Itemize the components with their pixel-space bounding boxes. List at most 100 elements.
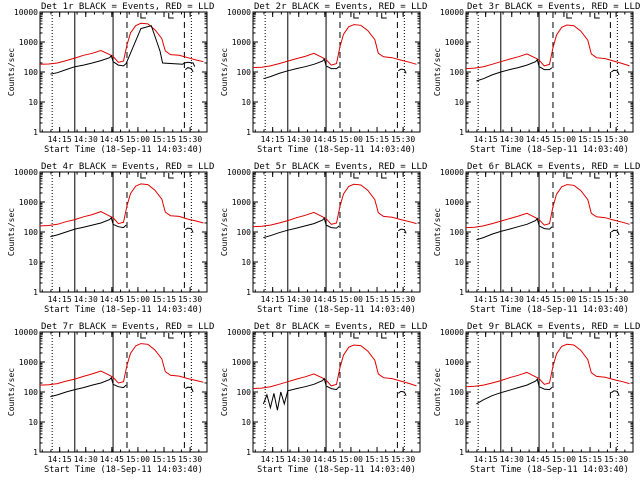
- x-tick-label: 15:15: [578, 455, 602, 464]
- chart-title: Det 7r BLACK = Events, RED = LLD: [41, 322, 214, 332]
- attenuator-marker: [566, 173, 572, 179]
- y-tick-label: 1000: [232, 198, 251, 207]
- attenuator-marker: [594, 173, 600, 179]
- plot-frame: [252, 331, 421, 453]
- x-tick-label: 15:00: [552, 295, 576, 304]
- x-tick-label: 14:45: [526, 455, 550, 464]
- chart-panel: Det 3r BLACK = Events, RED = LLD 1 10 100 10…: [433, 2, 640, 155]
- x-tick-label: 14:45: [100, 295, 124, 304]
- events-series-line: [476, 378, 553, 405]
- x-tick-label: 14:30: [74, 455, 98, 464]
- x-tick-label: 15:30: [391, 135, 415, 144]
- x-tick-label: 14:45: [313, 455, 337, 464]
- chart-title: Det 8r BLACK = Events, RED = LLD: [254, 322, 427, 332]
- chart-title: Det 1r BLACK = Events, RED = LLD: [41, 2, 214, 12]
- y-axis-label: Counts/sec: [220, 368, 229, 416]
- x-axis-label: Start Time (18-Sep-11 14:03:40): [257, 465, 416, 475]
- y-tick-label: 100: [237, 68, 252, 77]
- x-tick-label: 14:15: [261, 295, 285, 304]
- x-tick-label: 14:30: [500, 295, 524, 304]
- x-tick-label: 15:00: [126, 455, 150, 464]
- events-series-line: [185, 227, 194, 233]
- lld-series-line: [465, 343, 630, 388]
- chart-panel: Det 1r BLACK = Events, RED = LLD 1 10 100 10…: [7, 2, 214, 155]
- attenuator-marker: [140, 13, 146, 19]
- events-series-line: [263, 217, 340, 239]
- x-tick-label: 15:15: [365, 135, 389, 144]
- x-tick-label: 15:30: [391, 295, 415, 304]
- x-tick-label: 15:30: [604, 455, 628, 464]
- y-tick-label: 100: [237, 228, 252, 237]
- lld-series-line: [252, 24, 417, 69]
- x-tick-label: 15:30: [604, 295, 628, 304]
- y-tick-label: 10: [241, 98, 251, 107]
- x-axis-label: Start Time (18-Sep-11 14:03:40): [470, 305, 629, 315]
- x-tick-label: 15:30: [178, 135, 202, 144]
- x-tick-label: 15:00: [126, 135, 150, 144]
- y-tick-label: 1: [459, 288, 464, 297]
- y-axis-label: Counts/sec: [7, 368, 16, 416]
- y-tick-label: 100: [450, 228, 465, 237]
- y-tick-label: 10000: [227, 8, 251, 17]
- events-series-line: [184, 67, 194, 73]
- events-series-line: [398, 68, 407, 74]
- x-axis-label: Start Time (18-Sep-11 14:03:40): [44, 145, 203, 155]
- attenuator-marker: [168, 13, 174, 19]
- y-tick-label: 1000: [19, 198, 38, 207]
- x-axis-label: Start Time (18-Sep-11 14:03:40): [257, 305, 416, 315]
- lld-series-line: [39, 183, 204, 227]
- attenuator-marker: [353, 333, 359, 339]
- y-tick-label: 1000: [19, 38, 38, 47]
- y-axis-label: Counts/sec: [433, 48, 442, 96]
- x-tick-label: 14:15: [474, 455, 498, 464]
- plot-frame: [252, 171, 421, 293]
- x-axis-label: Start Time (18-Sep-11 14:03:40): [44, 465, 203, 475]
- y-tick-label: 10000: [14, 8, 38, 17]
- y-tick-label: 1: [459, 128, 464, 137]
- x-tick-label: 15:30: [604, 135, 628, 144]
- x-tick-label: 14:30: [74, 295, 98, 304]
- attenuator-marker: [381, 13, 387, 19]
- attenuator-marker: [353, 13, 359, 19]
- events-series-line: [611, 229, 620, 236]
- events-series-line: [263, 58, 340, 80]
- y-tick-label: 10000: [14, 168, 38, 177]
- events-series-line: [262, 377, 340, 411]
- y-tick-label: 10000: [227, 168, 251, 177]
- y-axis-label: Counts/sec: [433, 208, 442, 256]
- y-tick-label: 100: [237, 388, 252, 397]
- y-tick-label: 10: [28, 258, 38, 267]
- chart-title: Det 3r BLACK = Events, RED = LLD: [467, 2, 640, 12]
- lld-series-line: [252, 344, 417, 390]
- chart-panel: Det 7r BLACK = Events, RED = LLD 1 10 100 10…: [7, 322, 214, 475]
- y-tick-label: 1: [33, 448, 38, 457]
- chart-panel: Det 6r BLACK = Events, RED = LLD 1 10 100 10…: [433, 162, 640, 315]
- events-series-line: [611, 390, 620, 396]
- x-axis-label: Start Time (18-Sep-11 14:03:40): [257, 145, 416, 155]
- x-tick-label: 15:15: [152, 455, 176, 464]
- x-tick-label: 14:30: [74, 135, 98, 144]
- y-tick-label: 100: [24, 228, 39, 237]
- y-tick-label: 10: [454, 258, 464, 267]
- y-tick-label: 100: [450, 388, 465, 397]
- x-tick-label: 14:45: [313, 295, 337, 304]
- chart-title: Det 4r BLACK = Events, RED = LLD: [41, 162, 214, 172]
- x-tick-label: 14:30: [500, 455, 524, 464]
- y-tick-label: 10000: [14, 328, 38, 337]
- x-tick-label: 14:15: [474, 135, 498, 144]
- x-axis-label: Start Time (18-Sep-11 14:03:40): [470, 145, 629, 155]
- attenuator-marker: [168, 333, 174, 339]
- chart-title: Det 9r BLACK = Events, RED = LLD: [467, 322, 640, 332]
- y-tick-label: 1: [33, 128, 38, 137]
- y-tick-label: 1000: [19, 358, 38, 367]
- attenuator-marker: [381, 173, 387, 179]
- plot-frame: [252, 11, 421, 133]
- lld-series-line: [39, 22, 204, 65]
- x-tick-label: 14:45: [526, 295, 550, 304]
- plot-frame: [465, 331, 634, 453]
- y-tick-label: 10: [454, 418, 464, 427]
- y-tick-label: 10000: [440, 168, 464, 177]
- y-tick-label: 10: [241, 418, 251, 427]
- attenuator-marker: [381, 333, 387, 339]
